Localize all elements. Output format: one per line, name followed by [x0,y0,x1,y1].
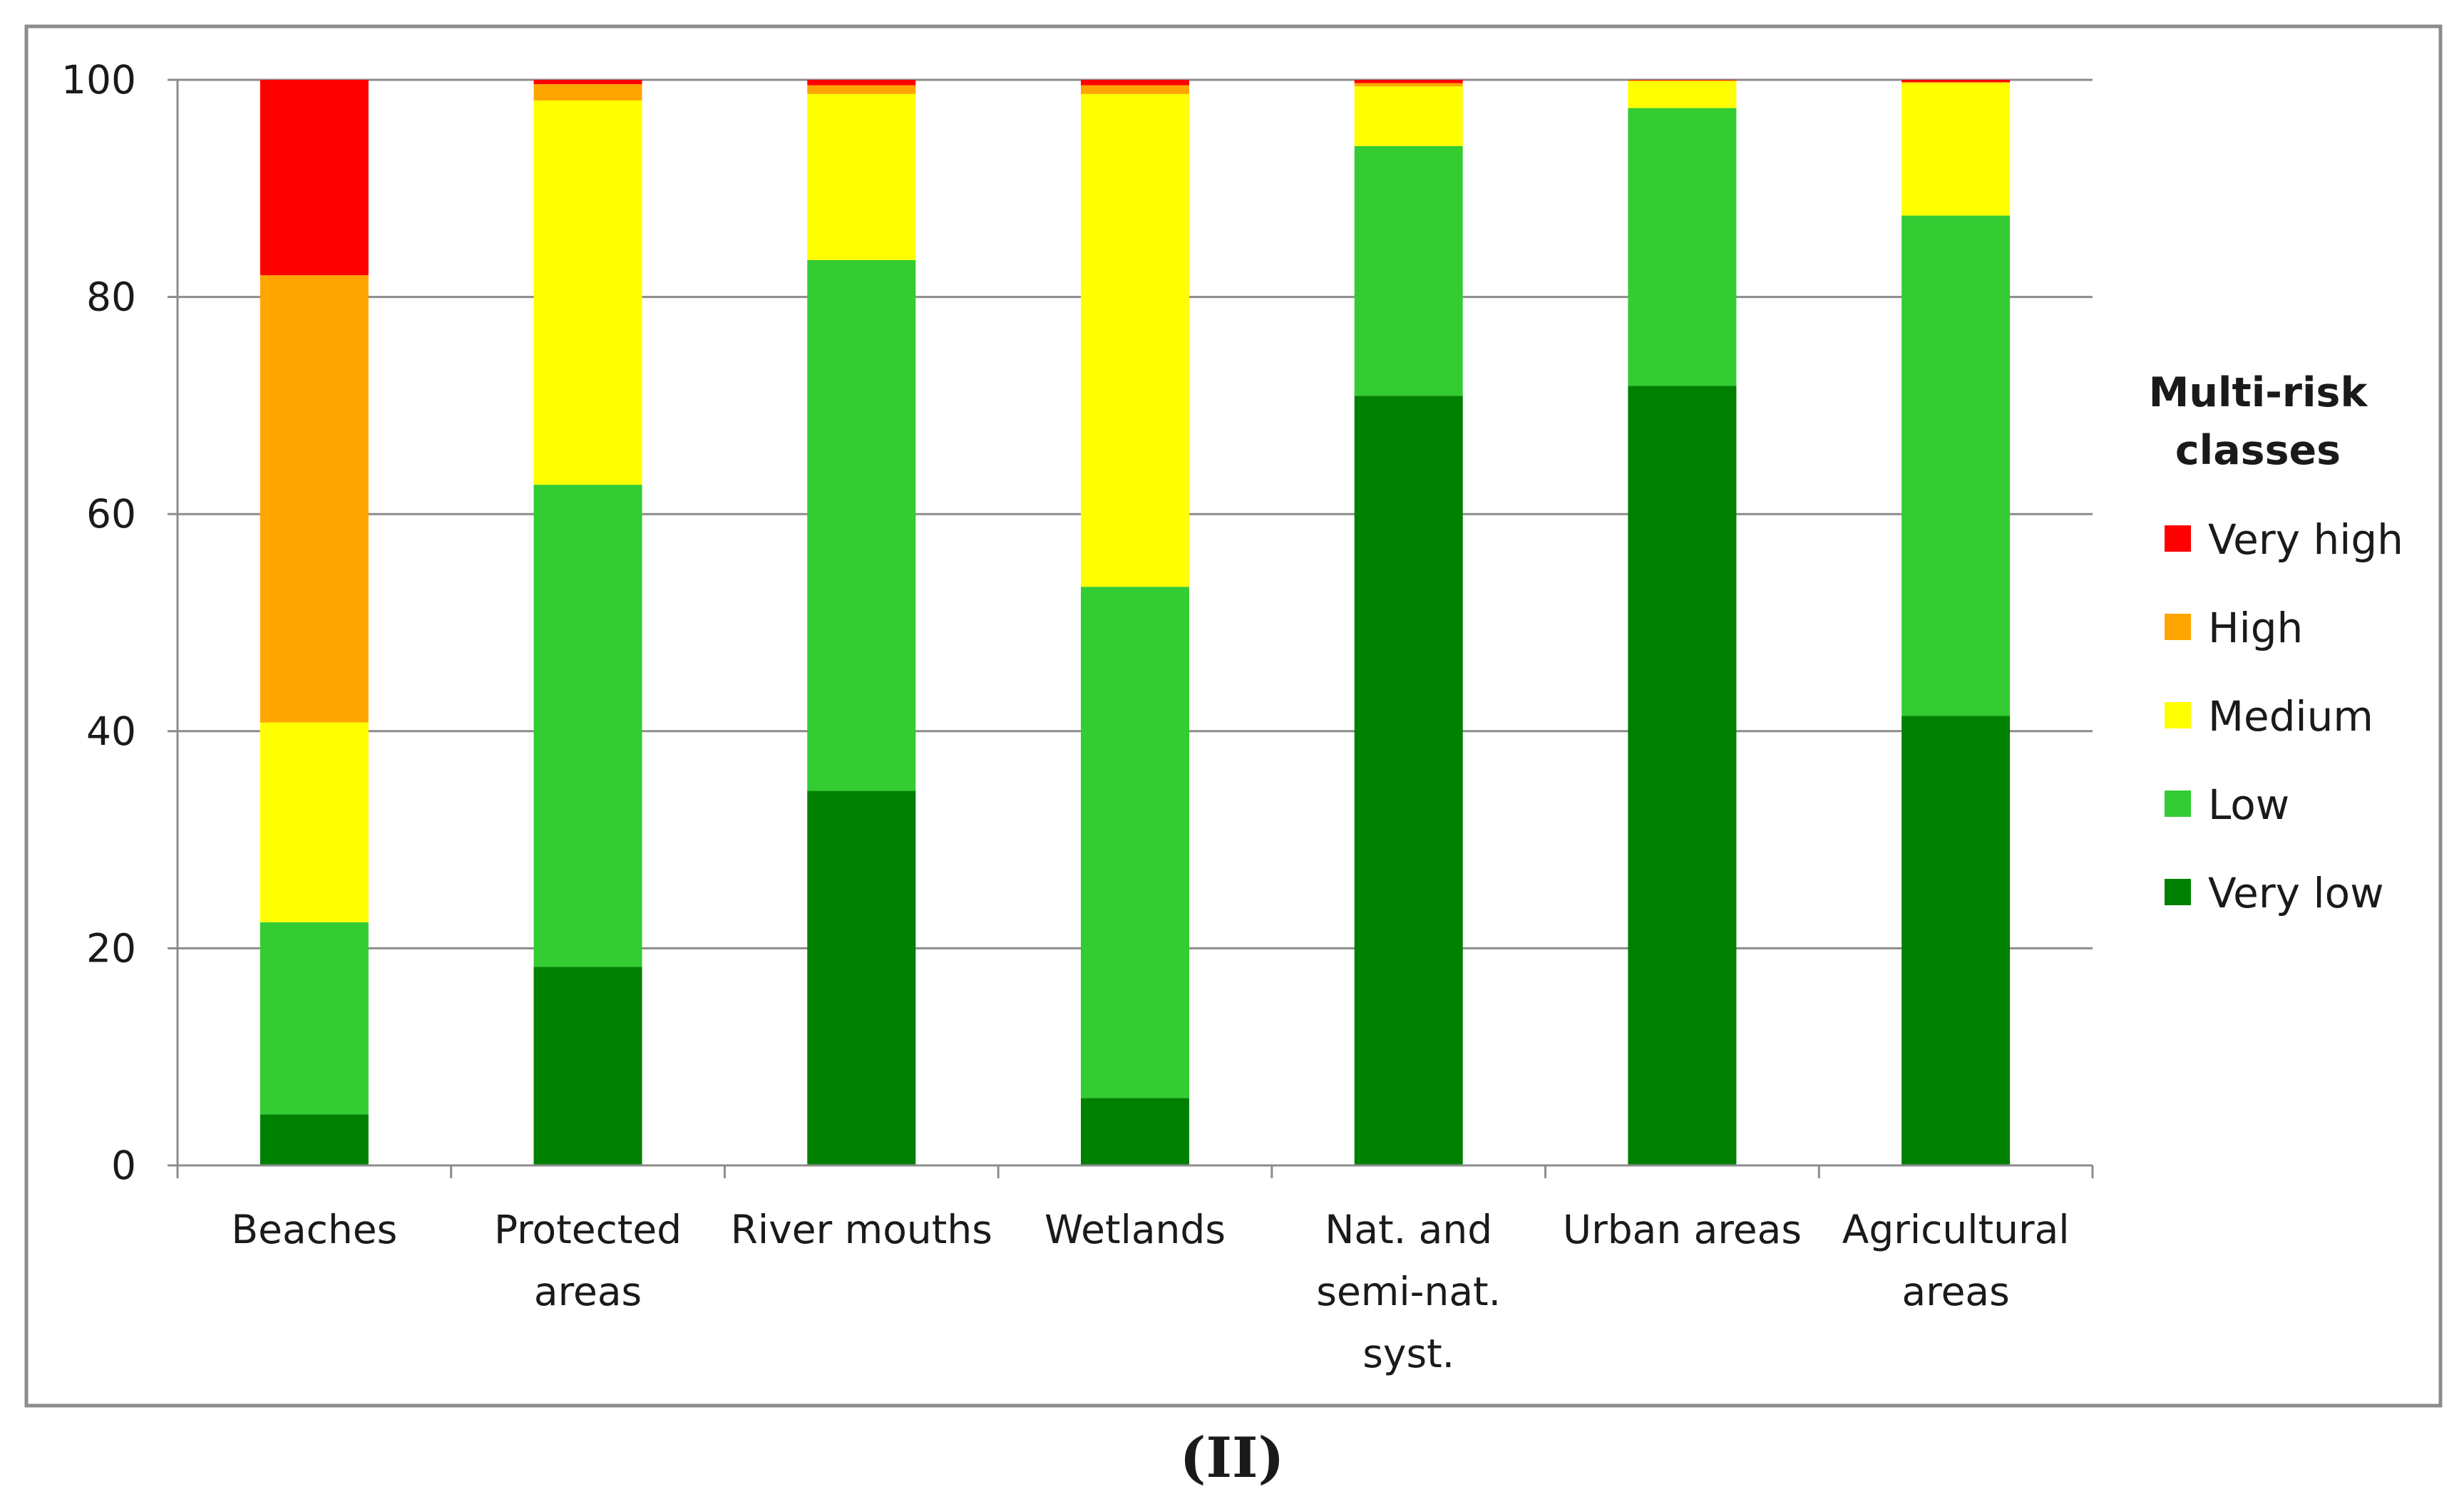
x-category-label: areas [534,1269,642,1314]
bar-segment-high [1081,85,1189,94]
x-category-label: Wetlands [1044,1207,1226,1252]
bar-segment-very-high [807,80,916,86]
bar-segment-medium [1901,83,2011,216]
x-category-label: Urban areas [1563,1207,1802,1252]
bar-segment-very-low [1081,1098,1189,1165]
bars [260,80,2011,1165]
figure-caption: (II) [1180,1426,1285,1490]
bar-segment-very-low [1628,386,1737,1165]
bar-segment-very-high [1081,80,1189,86]
x-category-label: River mouths [731,1207,992,1252]
legend: Multi-risk classes Very high High Medium Low V… [2149,369,2403,917]
bar-segment-medium [260,722,369,922]
bar-segment-low [533,485,642,967]
bar-segment-low [1628,108,1737,386]
legend-title: Multi-risk [2149,369,2368,416]
bar-segment-very-high [1901,80,2011,83]
bar-segment-medium [533,100,642,485]
legend-swatch [2165,879,2191,905]
axes: 0 20 40 60 80 100 Beaches Protected areas River m… [61,57,2094,1376]
bar-segment-low [260,922,369,1115]
y-tick-label: 100 [61,57,136,103]
bar-segment-very-low [807,790,916,1165]
legend-title: classes [2175,427,2341,474]
legend-swatch [2165,525,2191,552]
bar-segment-high [1901,82,2011,83]
x-category-label: Protected [494,1207,682,1252]
bar-segment-very-high [1628,80,1737,81]
legend-swatch [2165,790,2191,817]
x-category-label: areas [1901,1269,2009,1314]
bar-segment-very-high [260,80,369,276]
bar-segment-very-low [533,967,642,1165]
y-tick-label: 40 [86,709,136,754]
legend-swatch [2165,614,2191,640]
bar-segment-medium [1354,86,1463,146]
bar-segment-high [260,275,369,723]
bar-segment-medium [1081,93,1189,587]
bar-segment-very-low [260,1114,369,1165]
legend-label: Low [2208,781,2289,829]
bar-segment-low [1354,145,1463,396]
x-category-label: Beaches [231,1207,397,1252]
bar-segment-low [807,259,916,791]
y-tick-label: 60 [86,491,136,537]
y-tick-label: 0 [111,1143,136,1188]
bar-segment-high [1354,83,1463,87]
x-category-label: syst. [1362,1331,1454,1376]
bar-segment-very-high [533,80,642,85]
y-tick-label: 80 [86,274,136,320]
bar-segment-very-high [1354,80,1463,83]
bar-segment-high [807,85,916,94]
bar-segment-very-low [1901,716,2011,1165]
bar-segment-very-low [1354,396,1463,1165]
x-category-label: Agricultural [1842,1207,2070,1252]
legend-label: Very high [2208,515,2403,564]
x-category-label: semi-nat. [1316,1269,1501,1314]
legend-label: High [2208,604,2303,652]
bar-segment-high [533,84,642,101]
x-category-label: Nat. and [1325,1207,1492,1252]
bar-segment-low [1081,587,1189,1098]
legend-label: Medium [2208,692,2373,741]
bar-segment-medium [807,93,916,260]
legend-label: Very low [2208,869,2384,917]
chart-border [24,24,2443,1408]
bar-segment-medium [1628,81,1737,108]
bar-segment-low [1901,215,2011,716]
y-tick-label: 20 [86,925,136,971]
legend-swatch [2165,702,2191,728]
